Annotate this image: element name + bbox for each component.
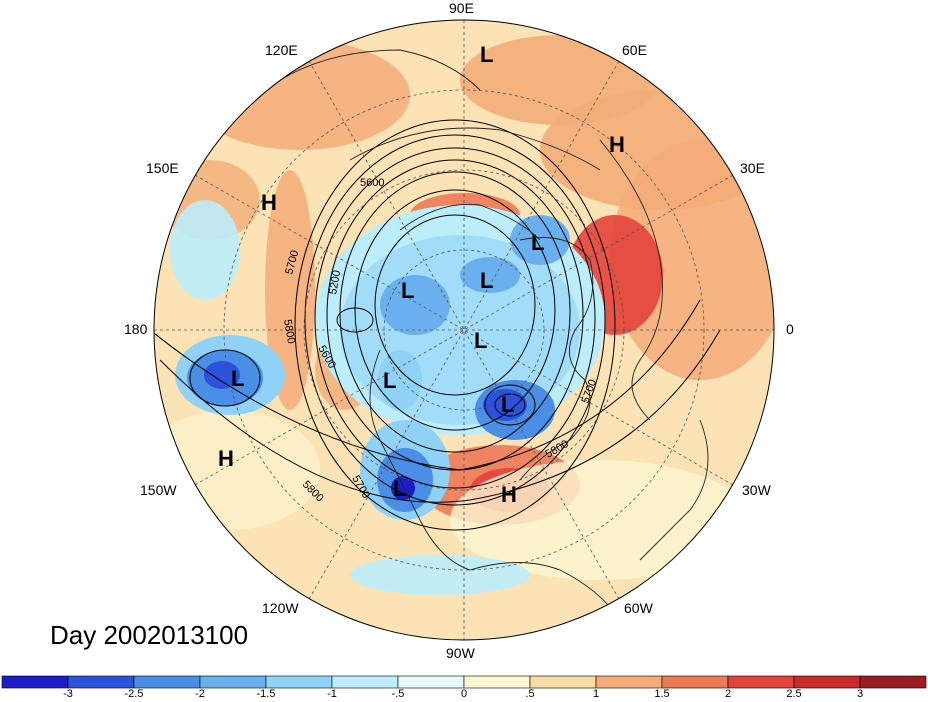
colorbar-swatch: [859, 675, 927, 689]
pressure-center: L: [383, 368, 396, 393]
pressure-center: L: [401, 278, 414, 303]
colorbar-tick-label: -1: [327, 688, 337, 700]
pressure-center: H: [261, 190, 277, 215]
pressure-center: L: [231, 366, 244, 391]
colorbar-tick-label: 2.5: [786, 688, 802, 700]
pressure-center: L: [480, 268, 493, 293]
map-border: [153, 19, 775, 641]
height-contours: [154, 119, 721, 531]
colorbar-tick-label: -.5: [391, 688, 405, 700]
graticule: [154, 20, 774, 640]
pressure-center: H: [501, 482, 517, 507]
longitude-label: 120E: [265, 42, 298, 58]
colorbar-swatch: [133, 675, 201, 689]
longitude-label: 60E: [622, 42, 647, 58]
longitude-label: 30W: [742, 482, 771, 498]
colorbar-tick-label: 2: [724, 688, 732, 700]
pressure-center: L: [474, 328, 487, 353]
longitude-label: 60W: [624, 600, 653, 616]
pressure-center: L: [501, 392, 514, 417]
colorbar-swatch: [199, 675, 267, 689]
contour-label: 5800: [281, 318, 297, 344]
colorbar-swatch: [529, 675, 597, 689]
colorbar-tick-label: .5: [525, 688, 535, 700]
colorbar: [1, 675, 927, 689]
longitude-label: 0: [786, 321, 794, 337]
colorbar-swatch: [397, 675, 465, 689]
colorbar-tick-label: 1: [592, 688, 600, 700]
colorbar-swatch: [265, 675, 333, 689]
colorbar-swatch: [1, 675, 69, 689]
longitude-label: 180: [124, 321, 148, 337]
contour-label: 5200: [327, 269, 343, 295]
pressure-center: L: [393, 476, 406, 501]
contour-label: 5600: [360, 177, 384, 189]
pressure-center: L: [531, 230, 544, 255]
longitude-label: 90W: [446, 645, 475, 661]
pressure-center: H: [218, 446, 234, 471]
longitude-label: 30E: [740, 160, 765, 176]
colorbar-swatch: [463, 675, 531, 689]
colorbar-tick-label: 3: [856, 688, 864, 700]
pressure-center: L: [480, 42, 493, 67]
longitude-label: 150E: [146, 160, 179, 176]
day-label: Day 2002013100: [50, 620, 249, 650]
colorbar-swatch: [67, 675, 135, 689]
anomaly-field: [154, 20, 774, 640]
colorbar-swatch: [661, 675, 729, 689]
colorbar-swatch: [595, 675, 663, 689]
colorbar-tick-label: -3: [63, 688, 73, 700]
colorbar-tick-label: 1.5: [654, 688, 670, 700]
pressure-centers: L H H L L L L L L L H L H: [218, 42, 625, 507]
colorbar-tick-label: 0: [460, 688, 468, 700]
longitude-label: 150W: [140, 482, 177, 498]
colorbar-swatch: [331, 675, 399, 689]
colorbar-tick-label: -2.5: [124, 688, 144, 700]
pressure-center: H: [609, 132, 625, 157]
coastlines: [279, 49, 709, 621]
colorbar-swatch: [727, 675, 795, 689]
longitude-label: 90E: [449, 0, 474, 16]
colorbar-tick-label: -2: [195, 688, 205, 700]
colorbar-tick-label: -1.5: [256, 688, 276, 700]
colorbar-swatch: [793, 675, 861, 689]
longitude-label: 120W: [262, 600, 299, 616]
